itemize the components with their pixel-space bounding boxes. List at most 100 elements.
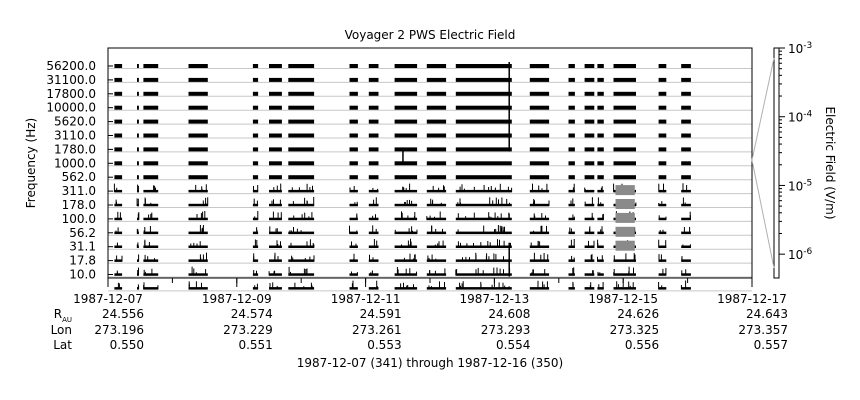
data-block	[252, 273, 259, 276]
data-block	[455, 147, 512, 152]
y-axis-label: Frequency (Hz)	[24, 118, 38, 209]
data-block	[568, 147, 575, 152]
data-block	[143, 161, 159, 166]
data-block	[529, 273, 550, 276]
data-block	[188, 91, 208, 96]
data-block	[349, 147, 358, 152]
data-block	[394, 133, 418, 138]
colorbar-bar	[773, 47, 780, 279]
data-block	[658, 245, 667, 248]
ephemeris-row-label: Lat	[53, 338, 72, 352]
ephemeris-value: 0.557	[754, 338, 788, 352]
x-tick-label: 1987-12-07	[73, 292, 143, 306]
data-block	[568, 77, 575, 82]
data-block	[568, 217, 575, 221]
data-block	[597, 245, 604, 248]
data-block	[349, 133, 358, 138]
data-block	[613, 105, 636, 110]
data-block	[681, 105, 691, 110]
data-block	[584, 287, 595, 290]
data-block	[143, 133, 159, 138]
data-block	[368, 189, 379, 193]
colorbar-link-line	[751, 159, 775, 269]
ephemeris-value: 273.293	[481, 323, 531, 337]
data-block	[143, 245, 159, 248]
data-block	[658, 161, 667, 166]
data-block	[349, 175, 358, 180]
data-block	[143, 91, 159, 96]
data-block	[426, 175, 447, 180]
data-block	[269, 217, 282, 221]
date-range-caption: 1987-12-07 (341) through 1987-12-16 (350…	[297, 356, 563, 370]
ephemeris-value: 273.196	[94, 323, 144, 337]
ephemeris-value: 24.591	[360, 307, 402, 321]
colorbar: 10-3 10-4 10-5 10-6	[751, 41, 813, 279]
data-block	[584, 91, 595, 96]
data-block	[613, 91, 636, 96]
data-block	[188, 189, 208, 193]
data-block	[568, 203, 575, 207]
data-block	[288, 189, 315, 193]
data-block	[368, 105, 379, 110]
y-tick-label: 10000.0	[46, 101, 96, 115]
ephemeris-row-label: RAU	[54, 307, 72, 324]
colorbar-tick-label: 10-6	[788, 247, 813, 262]
data-block	[188, 259, 208, 262]
data-block	[613, 259, 636, 262]
ephemeris-value: 273.357	[738, 323, 788, 337]
data-block	[252, 64, 259, 68]
data-block	[426, 273, 447, 276]
data-block	[426, 64, 447, 68]
data-block	[529, 203, 550, 207]
data-block	[252, 259, 259, 262]
data-block	[455, 273, 512, 276]
data-block	[137, 147, 139, 152]
data-block	[137, 119, 139, 124]
chart-title: Voyager 2 PWS Electric Field	[345, 28, 516, 42]
data-block	[529, 91, 550, 96]
data-block	[568, 119, 575, 124]
data-block	[681, 119, 691, 124]
data-block	[349, 119, 358, 124]
ephemeris-value: 24.608	[488, 307, 530, 321]
data-block	[426, 203, 447, 207]
data-block	[394, 175, 418, 180]
data-block	[349, 64, 358, 68]
data-block	[368, 161, 379, 166]
data-block	[597, 259, 604, 262]
data-block	[613, 64, 636, 68]
data-block	[143, 175, 159, 180]
data-block	[394, 217, 418, 221]
data-block	[288, 245, 315, 248]
data-block	[288, 77, 315, 82]
x-tick-label: 1987-12-15	[588, 292, 658, 306]
data-block	[288, 259, 315, 262]
data-block	[114, 105, 123, 110]
data-block	[394, 64, 418, 68]
data-block	[658, 189, 667, 193]
data-block	[269, 91, 282, 96]
data-block	[529, 231, 550, 235]
y-tick-label: 562.0	[62, 170, 96, 184]
data-block	[188, 287, 208, 290]
data-block	[681, 245, 691, 248]
data-block	[613, 161, 636, 166]
data-block	[681, 217, 691, 221]
data-block	[394, 147, 418, 152]
data-block	[114, 119, 123, 124]
data-block	[368, 259, 379, 262]
data-block	[681, 175, 691, 180]
data-block	[681, 231, 691, 235]
ephemeris-value: 273.261	[352, 323, 402, 337]
data-block	[252, 105, 259, 110]
data-block	[368, 175, 379, 180]
data-block	[288, 217, 315, 221]
data-block	[681, 203, 691, 207]
data-block	[188, 64, 208, 68]
data-block	[597, 77, 604, 82]
y-axis: 56200.031100.017800.010000.05620.03110.0…	[46, 59, 113, 282]
data-block	[269, 203, 282, 207]
data-block	[597, 119, 604, 124]
ephemeris-value: 0.551	[238, 338, 272, 352]
data-block	[584, 105, 595, 110]
